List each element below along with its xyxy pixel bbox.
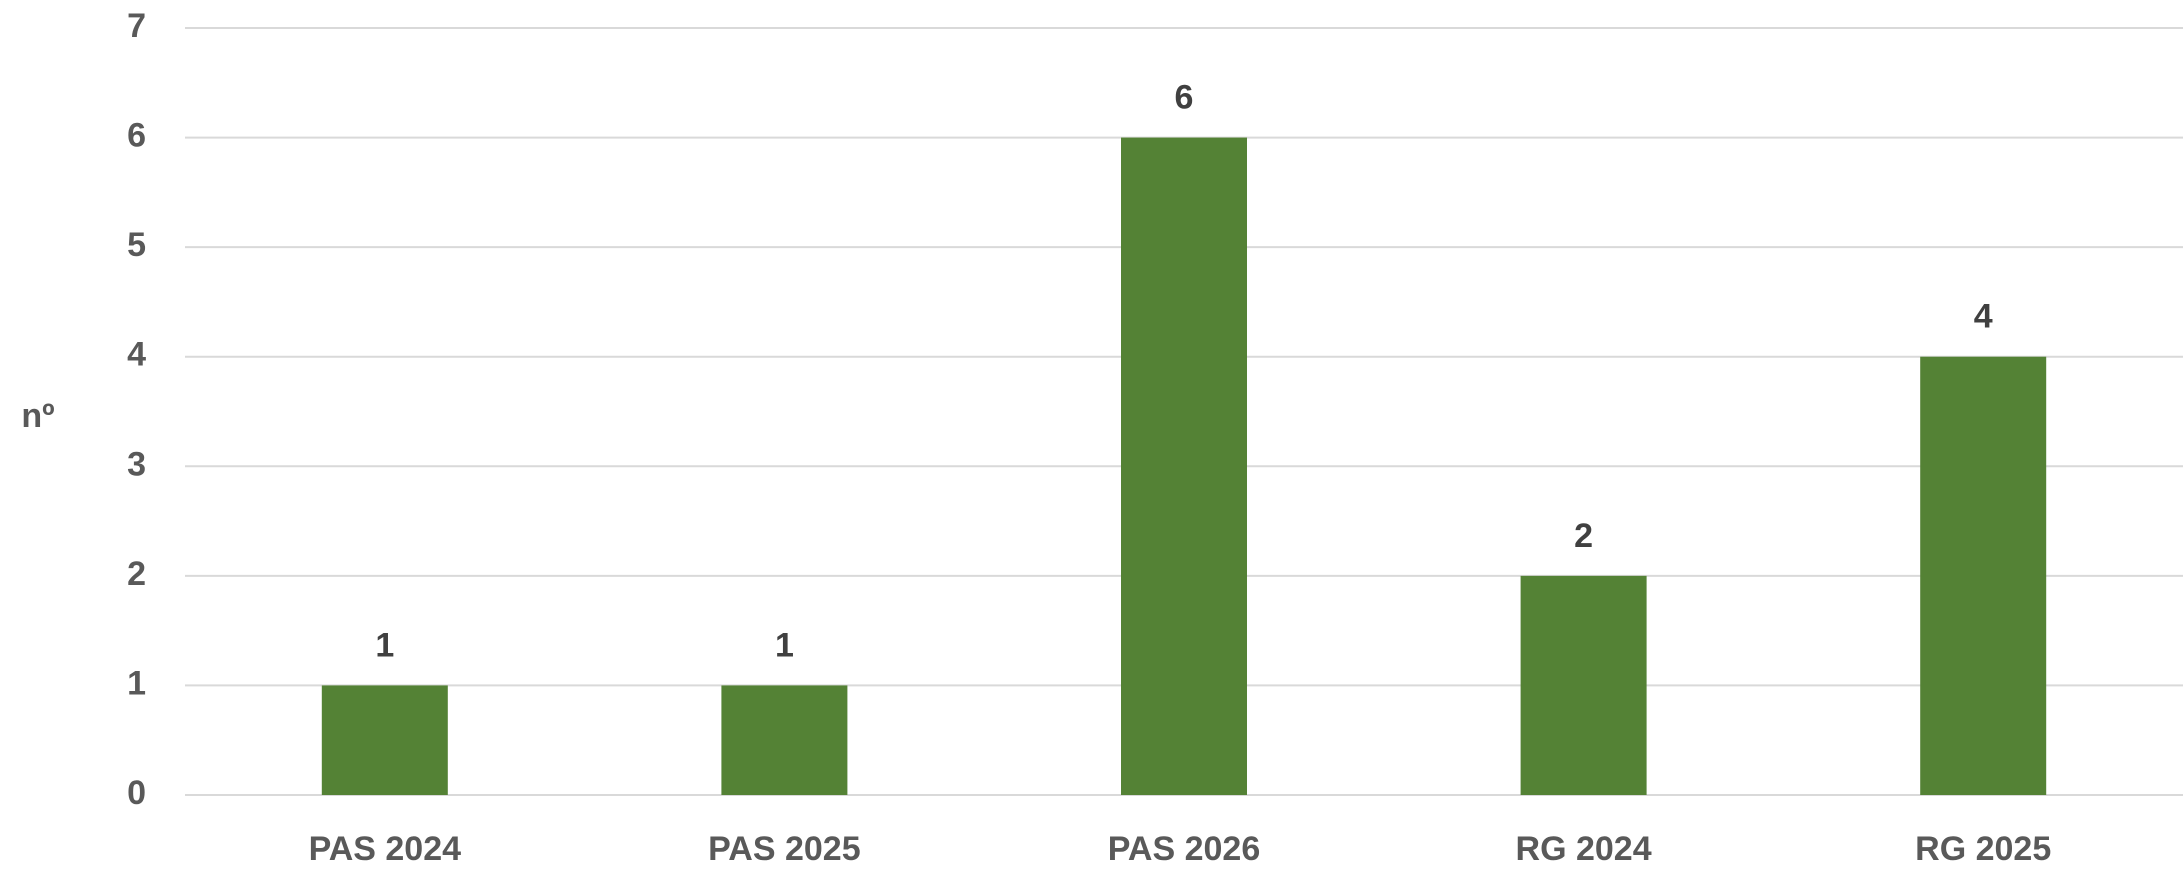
- y-tick-label: 0: [127, 774, 146, 812]
- x-tick-label: PAS 2026: [1108, 830, 1260, 868]
- x-tick-label: PAS 2024: [309, 830, 462, 868]
- y-axis-label: nº: [21, 397, 54, 435]
- y-tick-label: 1: [127, 664, 146, 702]
- data-label: 6: [1175, 79, 1194, 117]
- y-tick-label: 7: [127, 7, 146, 45]
- bar: [321, 685, 448, 795]
- x-tick-label: RG 2024: [1516, 830, 1652, 868]
- y-tick-label: 5: [127, 226, 146, 264]
- y-tick-label: 4: [127, 336, 146, 374]
- y-tick-label: 2: [127, 555, 146, 593]
- bar: [721, 685, 848, 795]
- bar: [1520, 575, 1647, 795]
- data-label: 1: [375, 626, 394, 664]
- bar: [1121, 137, 1247, 796]
- y-tick-label: 6: [127, 117, 146, 155]
- data-label: 2: [1574, 517, 1593, 555]
- bar: [1920, 356, 2047, 795]
- data-label: 1: [775, 626, 794, 664]
- x-tick-label: RG 2025: [1915, 830, 2051, 868]
- y-tick-label: 3: [127, 445, 146, 483]
- x-tick-label: PAS 2025: [708, 830, 860, 868]
- data-label: 4: [1974, 298, 1993, 336]
